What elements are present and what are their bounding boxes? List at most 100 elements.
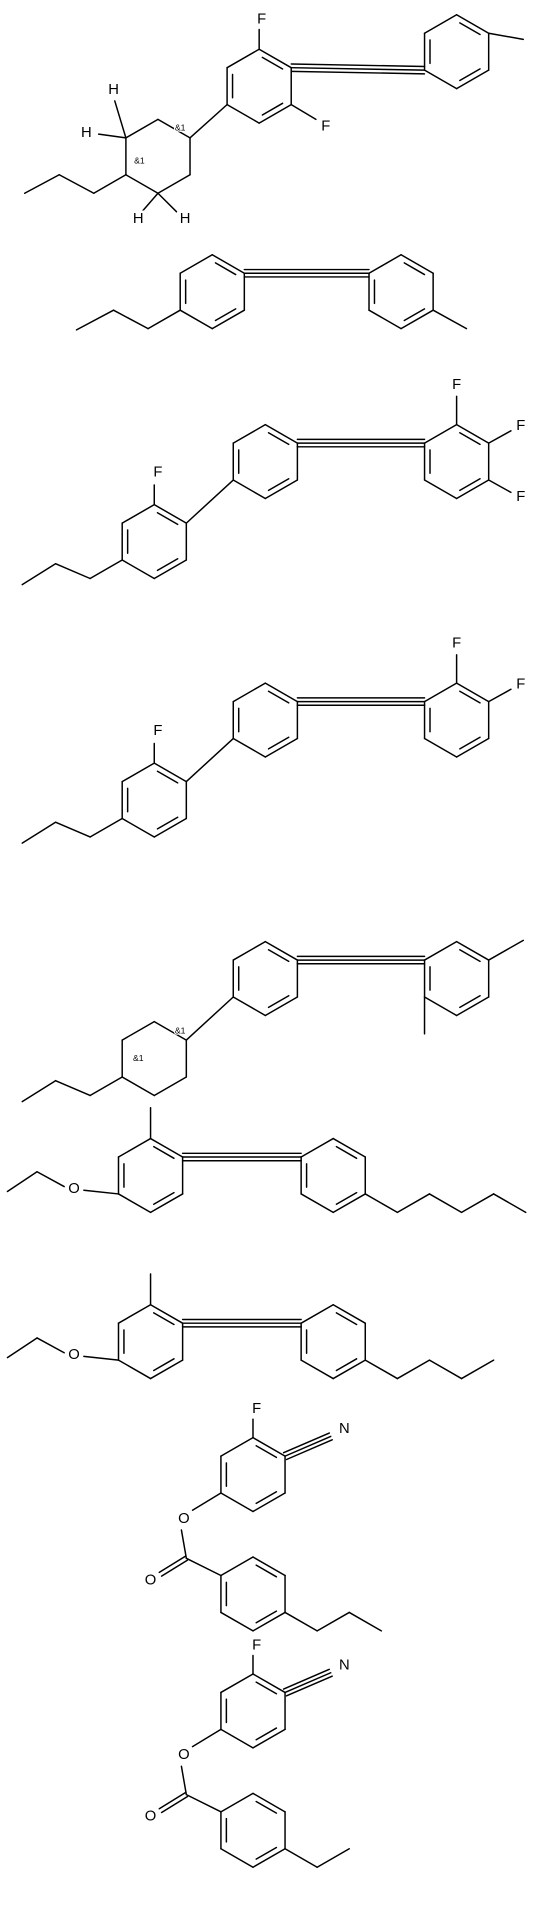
atom-label: F xyxy=(153,723,162,739)
bond xyxy=(332,1137,367,1158)
bond xyxy=(252,1848,286,1868)
bond xyxy=(179,309,214,330)
bond xyxy=(267,432,290,446)
bond xyxy=(455,14,490,34)
bond xyxy=(284,1848,318,1868)
bond xyxy=(117,1359,152,1380)
bond xyxy=(232,737,267,758)
bond xyxy=(261,102,284,116)
atom-label: &1 xyxy=(133,1053,144,1063)
atom-label: O xyxy=(68,1181,80,1197)
bond xyxy=(121,1020,156,1041)
bond xyxy=(232,682,267,703)
bond xyxy=(156,512,179,526)
bond xyxy=(492,1193,527,1214)
bond xyxy=(487,32,524,41)
atom-label: O xyxy=(68,1347,80,1363)
bond xyxy=(153,503,188,524)
bond xyxy=(220,1728,254,1749)
bond xyxy=(185,1557,222,1577)
bond xyxy=(153,817,188,838)
bond xyxy=(267,690,290,704)
bond xyxy=(153,1145,175,1160)
bond xyxy=(455,737,490,758)
bond xyxy=(252,1611,286,1632)
atom-label: F xyxy=(516,489,525,505)
bond xyxy=(459,736,481,750)
atom-label: F xyxy=(452,636,461,652)
bond xyxy=(252,1792,286,1813)
bond xyxy=(117,1137,152,1158)
bond xyxy=(403,308,426,322)
bond xyxy=(364,1359,399,1380)
bond xyxy=(455,996,490,1017)
bond xyxy=(423,940,458,961)
bond xyxy=(459,948,481,963)
atom-label: O xyxy=(145,1809,157,1825)
bond xyxy=(261,56,284,70)
bond xyxy=(459,477,481,492)
bond xyxy=(153,559,188,580)
bond xyxy=(6,1171,38,1193)
bond xyxy=(284,1435,332,1457)
bond xyxy=(112,309,149,330)
atom-label: H xyxy=(180,211,191,227)
bond xyxy=(264,940,299,961)
bond xyxy=(368,309,402,330)
bond xyxy=(114,100,127,139)
bond xyxy=(423,479,458,500)
bond xyxy=(487,939,524,961)
bond xyxy=(252,1436,286,1457)
bond xyxy=(396,1193,431,1214)
bond xyxy=(180,1765,188,1796)
bond xyxy=(149,1303,184,1324)
bond xyxy=(125,118,159,139)
bond xyxy=(255,1610,278,1624)
bond xyxy=(335,1358,358,1372)
bond xyxy=(258,103,292,124)
bond xyxy=(125,174,159,194)
bond xyxy=(214,262,237,276)
atom-label: N xyxy=(339,1421,350,1437)
bond xyxy=(423,423,458,444)
atom-label: &1 xyxy=(175,122,186,132)
bond xyxy=(423,69,458,90)
bond xyxy=(428,1359,463,1380)
bond xyxy=(121,1076,156,1097)
atom-label: F xyxy=(452,377,461,393)
bond xyxy=(21,1079,57,1103)
bond xyxy=(300,1359,334,1380)
bond xyxy=(423,682,458,703)
bond xyxy=(290,66,426,71)
bond xyxy=(282,1668,331,1690)
atom-label: F xyxy=(153,465,162,481)
bond xyxy=(432,309,468,330)
bond xyxy=(258,48,292,69)
bond xyxy=(220,1492,254,1513)
bond xyxy=(264,423,299,444)
atom-label: F xyxy=(252,1401,261,1417)
bond xyxy=(264,682,299,703)
bond xyxy=(147,309,181,330)
bond xyxy=(121,503,156,524)
bond xyxy=(89,559,123,580)
bond xyxy=(226,48,260,69)
bond xyxy=(153,1020,188,1041)
bond xyxy=(157,192,178,213)
bond xyxy=(267,477,290,492)
bond xyxy=(455,479,490,500)
bond xyxy=(459,994,481,1009)
bond xyxy=(396,1359,431,1380)
bond xyxy=(428,1193,463,1214)
bond xyxy=(290,70,426,75)
bond xyxy=(75,309,115,331)
bond xyxy=(255,1727,278,1741)
bond xyxy=(400,254,434,274)
bond xyxy=(226,103,260,124)
bond xyxy=(232,423,267,444)
bond xyxy=(21,821,57,844)
atom-label: H xyxy=(108,82,119,98)
bond xyxy=(455,69,490,90)
